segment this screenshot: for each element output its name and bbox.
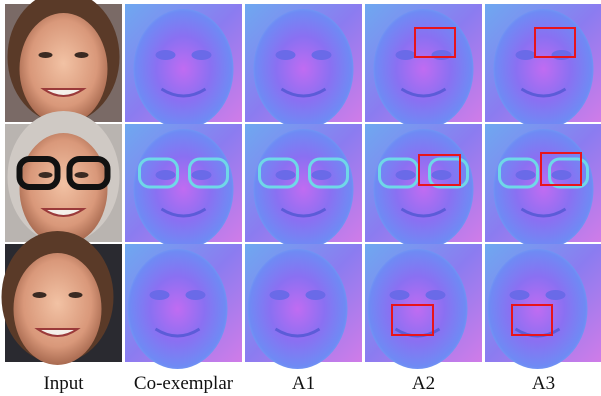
eye-normals — [150, 290, 170, 300]
eye-normals — [552, 170, 572, 180]
face — [20, 13, 108, 125]
face-normals — [128, 249, 228, 369]
eye-normals — [192, 170, 212, 180]
normal-map — [365, 4, 482, 129]
column-label: A3 — [532, 373, 555, 394]
eye-normals — [156, 170, 176, 180]
input-photo — [5, 111, 122, 245]
face-normals — [374, 129, 474, 249]
normal-map — [365, 124, 482, 249]
column-label: Co-exemplar — [134, 373, 234, 394]
eye-normals — [510, 290, 530, 300]
normal-map — [245, 124, 362, 249]
normal-map — [245, 4, 362, 129]
normal-map — [485, 4, 601, 129]
face-normals — [488, 249, 588, 369]
eye-normals — [186, 290, 206, 300]
input-photo — [2, 231, 123, 365]
eye-normals — [312, 50, 332, 60]
face-normals — [368, 249, 468, 369]
eye-normals — [546, 290, 566, 300]
eye-normals — [192, 50, 212, 60]
eye-normals — [396, 170, 416, 180]
eye — [75, 52, 89, 58]
eye — [33, 292, 47, 298]
normal-map — [365, 244, 482, 369]
eye — [39, 52, 53, 58]
face-normals — [254, 9, 354, 129]
normal-map — [485, 124, 601, 249]
eye-normals — [552, 50, 572, 60]
eye-normals — [276, 170, 296, 180]
eye-normals — [432, 50, 452, 60]
eye — [69, 292, 83, 298]
eye-normals — [312, 170, 332, 180]
eye-normals — [432, 170, 452, 180]
normal-map — [245, 244, 362, 369]
eye-normals — [306, 290, 326, 300]
face-normals — [134, 129, 234, 249]
face-normals — [494, 129, 594, 249]
eye — [75, 172, 89, 178]
normal-map — [125, 4, 242, 129]
normal-map — [485, 244, 601, 369]
face-normals — [248, 249, 348, 369]
face — [14, 253, 102, 365]
eye-normals — [396, 50, 416, 60]
eye-normals — [390, 290, 410, 300]
eye-normals — [516, 170, 536, 180]
face-normals — [254, 129, 354, 249]
eye — [39, 172, 53, 178]
column-label: A1 — [292, 373, 315, 394]
normal-map — [125, 244, 242, 369]
normal-map — [125, 124, 242, 249]
column-label: Input — [43, 373, 84, 394]
face-normals — [134, 9, 234, 129]
page: InputCo-exemplarA1A2A3 (() => { const da… — [0, 0, 601, 396]
eye-normals — [516, 50, 536, 60]
column-label: A2 — [412, 373, 435, 394]
eye-normals — [156, 50, 176, 60]
eye-normals — [270, 290, 290, 300]
figure: Input Co-exemplar A1 A2 A3 — [0, 0, 601, 396]
eye-normals — [426, 290, 446, 300]
input-photo — [5, 0, 122, 125]
eye-normals — [276, 50, 296, 60]
